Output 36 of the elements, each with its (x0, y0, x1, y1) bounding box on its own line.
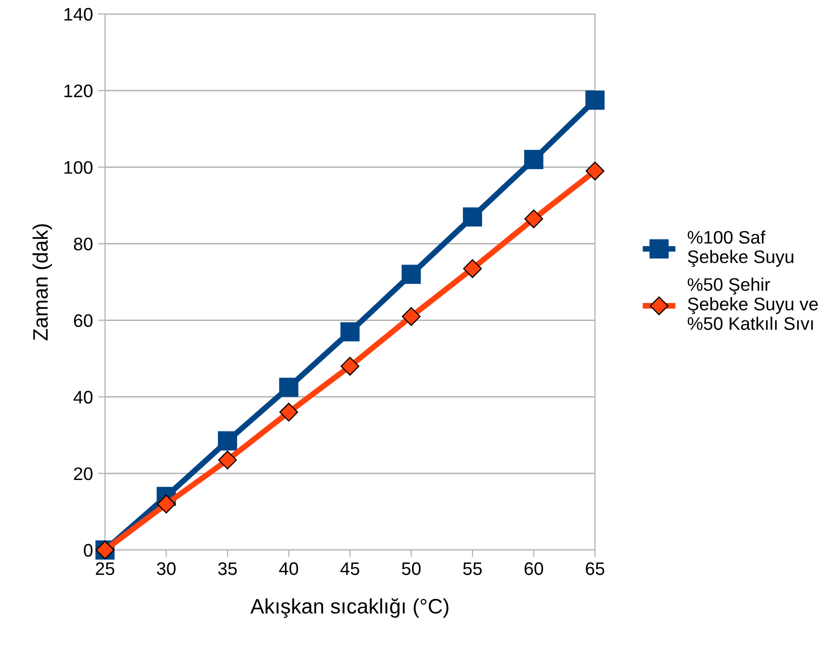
x-tick-label: 50 (402, 562, 421, 576)
point (218, 431, 238, 450)
point (463, 259, 482, 278)
legend-label: %50 Şehir Şebeke Suyu ve %50 Katkılı Sıvı (688, 278, 818, 330)
x-tick-label: 30 (156, 562, 176, 576)
y-tick-label: 140 (64, 8, 92, 21)
legend-label: %100 Saf Şebeke Suyu (688, 230, 794, 267)
point (340, 356, 360, 376)
point (340, 322, 360, 342)
x-tick-label: 35 (218, 562, 237, 576)
point (279, 402, 298, 422)
point (524, 150, 544, 170)
point (585, 90, 605, 110)
x-tick-label: 55 (463, 562, 482, 576)
y-axis-title: Zaman (dak) (32, 224, 52, 340)
x-tick-label: 45 (340, 562, 360, 576)
y-tick-label: 120 (64, 84, 92, 98)
y-tick-label: 0 (84, 544, 92, 557)
y-tick-label: 40 (74, 390, 92, 404)
point (524, 209, 544, 228)
y-tick-label: 60 (74, 314, 92, 328)
y-tick-label: 80 (74, 238, 92, 250)
x-tick-label: 40 (279, 562, 298, 576)
x-tick-label: 60 (524, 562, 544, 576)
y-tick-label: 20 (74, 467, 92, 480)
point (156, 494, 176, 514)
point (402, 264, 421, 284)
point (462, 207, 482, 226)
point (402, 307, 421, 326)
point (586, 162, 604, 180)
point (279, 378, 298, 397)
point (218, 450, 237, 470)
x-axis-title: Akışkan sıcaklığı (°C) (250, 598, 448, 618)
y-tick-label: 100 (64, 161, 92, 174)
x-tick-label: 65 (586, 562, 604, 576)
x-tick-label: 25 (96, 562, 114, 576)
